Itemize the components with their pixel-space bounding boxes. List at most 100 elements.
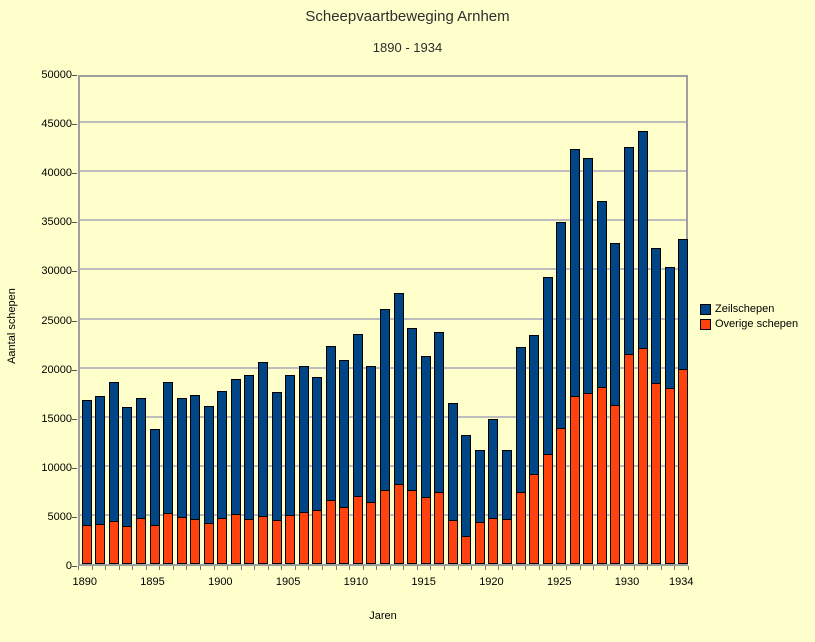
- segment-overige-schepen: [529, 473, 540, 564]
- segment-zeilschepen: [217, 391, 228, 519]
- x-tick-label: 1890: [72, 576, 97, 588]
- stacked-bar-1895: [149, 428, 160, 564]
- x-tick-label: 1910: [343, 576, 369, 588]
- segment-overige-schepen: [637, 347, 648, 564]
- segment-zeilschepen: [502, 450, 512, 520]
- y-tick-mark: [72, 222, 77, 224]
- segment-overige-schepen: [108, 520, 119, 564]
- segment-overige-schepen: [596, 387, 607, 564]
- x-tick-mark: [200, 566, 201, 570]
- x-tick-mark: [376, 566, 378, 570]
- segment-overige-schepen: [95, 523, 106, 564]
- segment-zeilschepen: [352, 334, 363, 498]
- stacked-bar-1915: [420, 355, 431, 564]
- x-tick-mark: [105, 566, 107, 570]
- stacked-bar-1924: [542, 277, 553, 564]
- x-tick-mark: [254, 566, 256, 570]
- segment-zeilschepen: [122, 406, 133, 527]
- segment-overige-schepen: [176, 516, 187, 564]
- y-tick-mark: [72, 566, 77, 567]
- segment-zeilschepen: [298, 365, 309, 513]
- segment-overige-schepen: [149, 524, 160, 564]
- stacked-bar-1900: [217, 391, 228, 564]
- y-tick-mark: [72, 369, 77, 371]
- x-tick-mark: [416, 566, 418, 570]
- y-tick-label: 35000: [41, 216, 72, 229]
- segment-overige-schepen: [434, 492, 445, 564]
- y-tick-label: 20000: [41, 363, 72, 376]
- segment-zeilschepen: [81, 400, 92, 526]
- legend-item-overige-schepen: Overige schepen: [700, 318, 798, 330]
- stacked-bar-1933: [664, 267, 675, 564]
- segment-zeilschepen: [542, 277, 553, 456]
- plot-area: [78, 75, 689, 566]
- x-tick-label: 1930: [614, 576, 640, 588]
- segment-overige-schepen: [569, 396, 580, 564]
- segment-zeilschepen: [190, 395, 201, 520]
- stacked-bar-1920: [488, 418, 499, 564]
- y-tick-label: 30000: [41, 265, 72, 278]
- x-tick-mark: [335, 566, 337, 570]
- stacked-bar-1918: [461, 435, 472, 564]
- segment-zeilschepen: [136, 398, 146, 519]
- y-tick-label: 40000: [41, 167, 72, 180]
- x-tick-mark: [471, 566, 473, 570]
- x-tick-label: 1905: [275, 576, 301, 588]
- x-tick-mark: [308, 566, 310, 570]
- stacked-bar-1919: [474, 450, 485, 564]
- legend-label: Overige schepen: [715, 318, 799, 330]
- segment-overige-schepen: [163, 512, 174, 564]
- segment-zeilschepen: [258, 361, 268, 517]
- x-tick-mark: [213, 566, 215, 570]
- segment-overige-schepen: [366, 502, 377, 564]
- x-tick-mark: [620, 566, 622, 570]
- segment-overige-schepen: [190, 518, 201, 564]
- x-tick-mark: [444, 566, 445, 570]
- segment-overige-schepen: [624, 353, 634, 564]
- segment-zeilschepen: [380, 308, 390, 492]
- stacked-bar-1903: [258, 361, 268, 564]
- stacked-bar-1912: [380, 308, 390, 564]
- segment-overige-schepen: [474, 521, 485, 564]
- x-tick-mark: [281, 566, 283, 570]
- segment-zeilschepen: [624, 146, 634, 355]
- segment-zeilschepen: [529, 335, 540, 475]
- y-tick-label: 0: [65, 560, 72, 572]
- segment-overige-schepen: [312, 510, 323, 564]
- segment-zeilschepen: [285, 375, 296, 516]
- x-tick-mark: [552, 566, 554, 570]
- legend-item-zeilschepen: Zeilschepen: [700, 303, 798, 315]
- x-tick-label: 1920: [479, 576, 504, 588]
- stacked-bar-1902: [244, 375, 255, 564]
- chart-title: Scheepvaartbeweging Arnhem: [305, 8, 510, 25]
- stacked-bar-1899: [203, 405, 214, 564]
- x-tick-mark: [240, 566, 242, 570]
- segment-overige-schepen: [583, 393, 594, 564]
- segment-overige-schepen: [352, 496, 363, 564]
- segment-zeilschepen: [149, 428, 160, 526]
- x-tick-mark: [403, 566, 405, 570]
- x-tick-mark: [633, 566, 635, 570]
- stacked-bar-1910: [352, 334, 363, 564]
- segment-zeilschepen: [434, 332, 445, 494]
- gridline-45000: [80, 121, 686, 124]
- segment-overige-schepen: [136, 517, 146, 564]
- x-tick-mark: [538, 566, 540, 570]
- stacked-bar-1927: [583, 158, 594, 564]
- segment-overige-schepen: [325, 500, 336, 564]
- x-tick-mark: [159, 566, 161, 570]
- segment-zeilschepen: [163, 382, 174, 514]
- segment-zeilschepen: [515, 347, 526, 494]
- legend-swatch: [700, 303, 711, 315]
- segment-overige-schepen: [393, 484, 404, 564]
- x-tick-mark: [362, 566, 364, 570]
- segment-overige-schepen: [447, 519, 458, 564]
- x-tick-mark: [132, 566, 134, 570]
- stacked-bar-1894: [136, 398, 146, 564]
- x-tick-mark: [674, 566, 676, 570]
- stacked-bar-1896: [163, 382, 174, 564]
- stacked-bar-1911: [366, 365, 377, 564]
- stacked-bar-1892: [108, 382, 119, 564]
- segment-zeilschepen: [447, 402, 458, 521]
